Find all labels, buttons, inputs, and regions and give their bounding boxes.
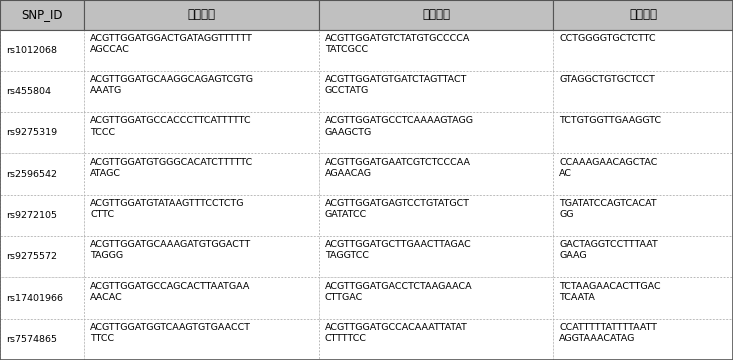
Bar bbox=[0, 0, 84, 30]
Text: ACGTTGGATGAATCGTCTCCCAA
AGAACAG: ACGTTGGATGAATCGTCTCCCAA AGAACAG bbox=[325, 158, 471, 178]
Text: rs9275319: rs9275319 bbox=[6, 128, 57, 137]
Text: CCATTTTTATTTTAATT
AGGTAAACATAG: CCATTTTTATTTTAATT AGGTAAACATAG bbox=[559, 323, 658, 343]
Bar bbox=[0, 319, 84, 360]
Text: TCTAAGAACACTTGAC
TCAATA: TCTAAGAACACTTGAC TCAATA bbox=[559, 282, 661, 302]
Text: ACGTTGGATGCCAGCACTTAATGAA
AACAC: ACGTTGGATGCCAGCACTTAATGAA AACAC bbox=[90, 282, 251, 302]
Text: GTAGGCTGTGCTCCT: GTAGGCTGTGCTCCT bbox=[559, 75, 655, 84]
Text: ACGTTGGATGACCTCTAAGAACA
CTTGAC: ACGTTGGATGACCTCTAAGAACA CTTGAC bbox=[325, 282, 472, 302]
Bar bbox=[553, 153, 733, 195]
Text: rs17401966: rs17401966 bbox=[6, 293, 63, 302]
Bar bbox=[84, 319, 319, 360]
Text: ACGTTGGATGCAAAGATGTGGACTT
TAGGG: ACGTTGGATGCAAAGATGTGGACTT TAGGG bbox=[90, 240, 251, 261]
Text: TGATATCCAGTCACAT
GG: TGATATCCAGTCACAT GG bbox=[559, 199, 657, 219]
Bar bbox=[319, 319, 553, 360]
Text: ACGTTGGATGGTCAAGTGTGAACCT
TTCC: ACGTTGGATGGTCAAGTGTGAACCT TTCC bbox=[90, 323, 251, 343]
Bar bbox=[0, 153, 84, 195]
Bar bbox=[553, 112, 733, 153]
Bar bbox=[84, 30, 319, 71]
Bar bbox=[0, 277, 84, 319]
Bar bbox=[84, 277, 319, 319]
Text: ACGTTGGATGCCTCAAAAGTAGG
GAAGCTG: ACGTTGGATGCCTCAAAAGTAGG GAAGCTG bbox=[325, 117, 474, 136]
Text: SNP_ID: SNP_ID bbox=[21, 8, 63, 21]
Text: ACGTTGGATGCCACCCTTCATTTTTC
TCCC: ACGTTGGATGCCACCCTTCATTTTTC TCCC bbox=[90, 117, 251, 136]
Bar bbox=[0, 195, 84, 236]
Bar bbox=[84, 112, 319, 153]
Text: GACTAGGTCCTTTAAT
GAAG: GACTAGGTCCTTTAAT GAAG bbox=[559, 240, 658, 261]
Bar bbox=[319, 236, 553, 277]
Bar bbox=[553, 71, 733, 112]
Bar bbox=[553, 0, 733, 30]
Text: rs455804: rs455804 bbox=[6, 87, 51, 96]
Text: CCTGGGGTGCTCTTC: CCTGGGGTGCTCTTC bbox=[559, 34, 656, 43]
Bar bbox=[0, 236, 84, 277]
Bar bbox=[0, 30, 84, 71]
Text: ACGTTGGATGCCACAAATTATAT
CTTTTCC: ACGTTGGATGCCACAAATTATAT CTTTTCC bbox=[325, 323, 468, 343]
Text: rs9275572: rs9275572 bbox=[6, 252, 57, 261]
Bar bbox=[319, 0, 553, 30]
Text: rs2596542: rs2596542 bbox=[6, 170, 57, 179]
Text: ACGTTGGATGAGTCCTGTATGCT
GATATCC: ACGTTGGATGAGTCCTGTATGCT GATATCC bbox=[325, 199, 470, 219]
Bar bbox=[319, 195, 553, 236]
Bar bbox=[553, 319, 733, 360]
Text: 上游引物: 上游引物 bbox=[188, 8, 216, 21]
Bar bbox=[553, 30, 733, 71]
Text: ACGTTGGATGTGGGCACATCTTTTTC
ATAGC: ACGTTGGATGTGGGCACATCTTTTTC ATAGC bbox=[90, 158, 254, 178]
Bar bbox=[84, 236, 319, 277]
Text: rs1012068: rs1012068 bbox=[6, 46, 57, 55]
Bar bbox=[319, 277, 553, 319]
Bar bbox=[319, 112, 553, 153]
Text: CCAAAGAACAGCTAC
AC: CCAAAGAACAGCTAC AC bbox=[559, 158, 658, 178]
Bar bbox=[553, 236, 733, 277]
Bar bbox=[553, 277, 733, 319]
Text: ACGTTGGATGCTTGAACTTAGAC
TAGGTCC: ACGTTGGATGCTTGAACTTAGAC TAGGTCC bbox=[325, 240, 471, 261]
Bar bbox=[0, 71, 84, 112]
Text: 下游引物: 下游引物 bbox=[422, 8, 450, 21]
Text: ACGTTGGATGGACTGATAGGTTTTTT
AGCCAC: ACGTTGGATGGACTGATAGGTTTTTT AGCCAC bbox=[90, 34, 253, 54]
Bar bbox=[84, 0, 319, 30]
Text: rs7574865: rs7574865 bbox=[6, 335, 57, 344]
Bar bbox=[319, 153, 553, 195]
Text: ACGTTGGATGTATAAGTTTCCTCTG
CTTC: ACGTTGGATGTATAAGTTTCCTCTG CTTC bbox=[90, 199, 245, 219]
Bar bbox=[84, 195, 319, 236]
Bar bbox=[84, 71, 319, 112]
Text: TCTGTGGTTGAAGGTC: TCTGTGGTTGAAGGTC bbox=[559, 117, 661, 126]
Bar bbox=[319, 30, 553, 71]
Text: ACGTTGGATGTGATCTAGTTACT
GCCTATG: ACGTTGGATGTGATCTAGTTACT GCCTATG bbox=[325, 75, 467, 95]
Bar bbox=[553, 195, 733, 236]
Bar bbox=[84, 153, 319, 195]
Text: ACGTTGGATGCAAGGCAGAGTCGTG
AAATG: ACGTTGGATGCAAGGCAGAGTCGTG AAATG bbox=[90, 75, 254, 95]
Bar bbox=[0, 112, 84, 153]
Text: ACGTTGGATGTCTATGTGCCCCA
TATCGCC: ACGTTGGATGTCTATGTGCCCCA TATCGCC bbox=[325, 34, 470, 54]
Text: 延伸引物: 延伸引物 bbox=[629, 8, 658, 21]
Bar bbox=[319, 71, 553, 112]
Text: rs9272105: rs9272105 bbox=[6, 211, 57, 220]
